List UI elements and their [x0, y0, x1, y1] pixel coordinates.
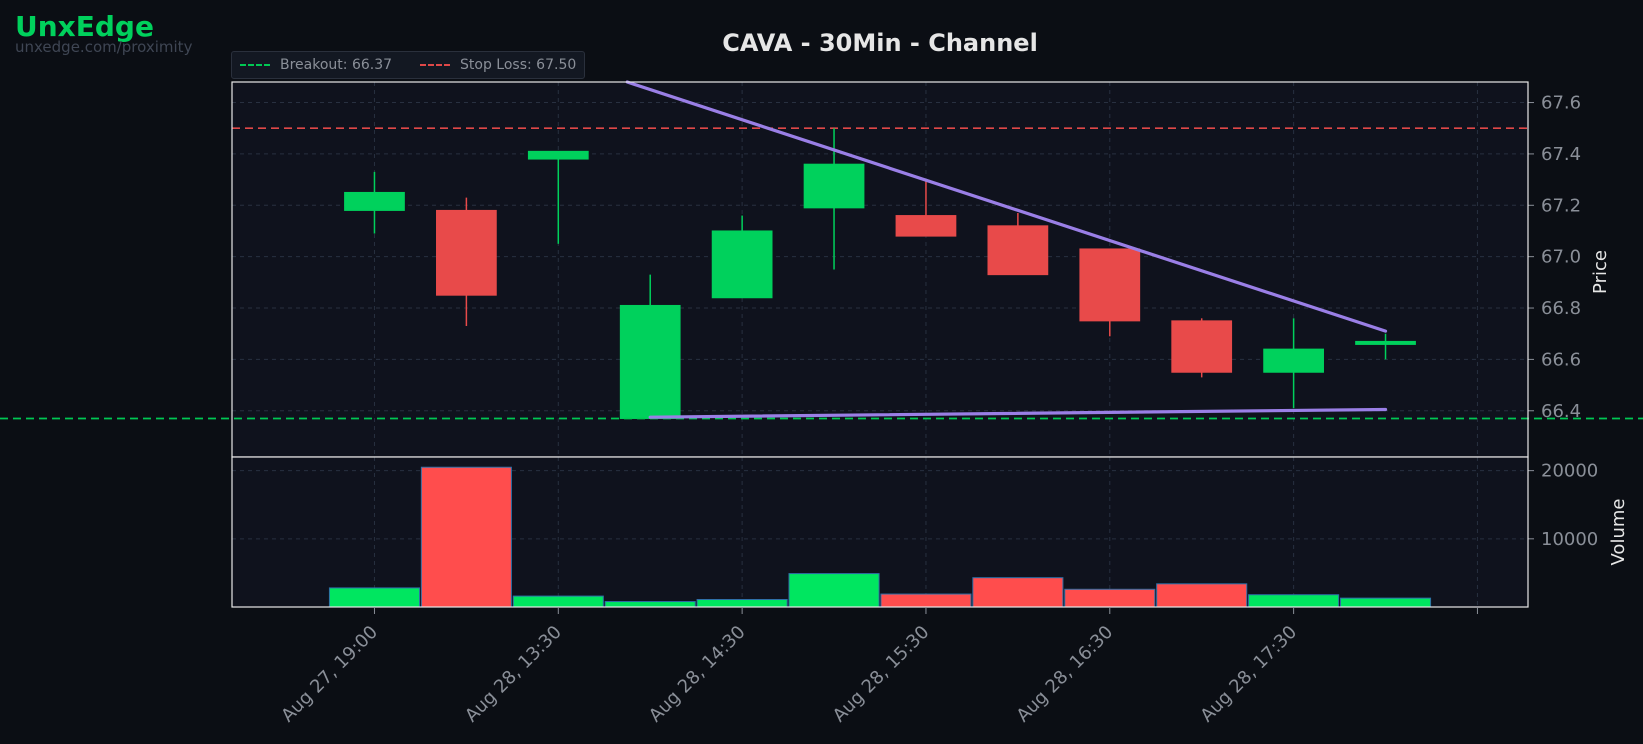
price-panel: 66.4 66.6 66.8 67.0 67.2 67.4 67.6: [0, 80, 1643, 458]
volume-tick-label: 10000: [1541, 529, 1598, 550]
x-tick-label: Aug 28, 14:30: [645, 622, 750, 727]
legend-item-breakout: Breakout: 66.37: [240, 57, 392, 73]
x-tick-label: Aug 28, 13:30: [461, 622, 566, 727]
volume-bar: [788, 573, 880, 608]
price-tick-label: 66.6: [1541, 349, 1581, 370]
channel-upper-line: [625, 80, 1388, 333]
candle-body: [1355, 340, 1416, 345]
volume-panel-border: [231, 456, 1529, 608]
volume-bar: [972, 577, 1064, 608]
x-tick-label: Aug 28, 15:30: [829, 622, 934, 727]
candle: [436, 197, 497, 327]
volume-bar: [1156, 583, 1248, 608]
volume-panel: 10000 20000: [231, 456, 1598, 608]
volume-bar: [696, 599, 788, 608]
channel-lower-line: [648, 407, 1388, 419]
brand-url: unxedge.com/proximity: [15, 38, 193, 56]
volume-bar: [328, 587, 421, 608]
candle: [344, 171, 405, 234]
price-axis-label: Price: [1590, 250, 1611, 294]
volume-tick-label: 20000: [1541, 461, 1598, 482]
x-tick-label: Aug 27, 19:00: [277, 622, 382, 727]
candle-body: [803, 163, 865, 209]
candle-body: [619, 304, 681, 419]
volume-bar: [880, 593, 972, 608]
volume-bar: [604, 601, 696, 608]
legend-label-stop-loss: Stop Loss: 67.50: [460, 57, 577, 73]
candle-body: [527, 150, 589, 160]
volume-bar: [1339, 597, 1432, 608]
stop-loss-line-swatch: [420, 64, 451, 66]
price-tick-label: 67.6: [1541, 93, 1581, 114]
candle-body: [1171, 320, 1233, 373]
legend-item-stop-loss: Stop Loss: 67.50: [420, 57, 576, 73]
candle-body: [344, 191, 405, 211]
candle: [1171, 318, 1233, 378]
candle: [803, 128, 865, 270]
candle: [987, 212, 1049, 276]
breakout-line-swatch: [240, 64, 270, 66]
price-tick-label: 66.8: [1541, 298, 1581, 319]
chart-legend: Breakout: 66.37 Stop Loss: 67.50: [231, 51, 586, 79]
candle: [895, 179, 957, 237]
volume-bar: [1248, 594, 1340, 608]
candle: [619, 274, 681, 419]
price-tick-label: 67.4: [1541, 144, 1581, 165]
candle-body: [436, 209, 497, 296]
candle: [1355, 333, 1416, 360]
x-axis: Aug 27, 19:00 Aug 28, 13:30 Aug 28, 14:30 A…: [277, 607, 1478, 727]
volume-axis-label: Volume: [1608, 499, 1629, 566]
price-tick-label: 67.0: [1541, 247, 1581, 268]
brand-name: UnxEdge: [15, 10, 154, 43]
candle-body: [1263, 348, 1324, 373]
candle: [527, 150, 589, 244]
price-tick-label: 67.2: [1541, 195, 1581, 216]
volume-bar: [1064, 588, 1156, 608]
legend-label-breakout: Breakout: 66.37: [280, 57, 393, 73]
chart-title: CAVA - 30Min - Channel: [722, 29, 1038, 57]
candle: [711, 215, 773, 299]
candle: [1263, 318, 1324, 409]
candle: [1079, 248, 1141, 337]
volume-bar: [420, 466, 512, 608]
volume-bar: [512, 595, 604, 608]
candle-body: [711, 230, 773, 299]
price-panel-background: [232, 82, 1528, 457]
x-tick-label: Aug 28, 16:30: [1013, 622, 1118, 727]
candle-body: [1079, 248, 1141, 322]
candle-body: [895, 215, 957, 237]
price-tick-label: 66.4: [1541, 401, 1581, 422]
x-tick-label: Aug 28, 17:30: [1196, 622, 1301, 727]
candle-body: [987, 225, 1049, 276]
